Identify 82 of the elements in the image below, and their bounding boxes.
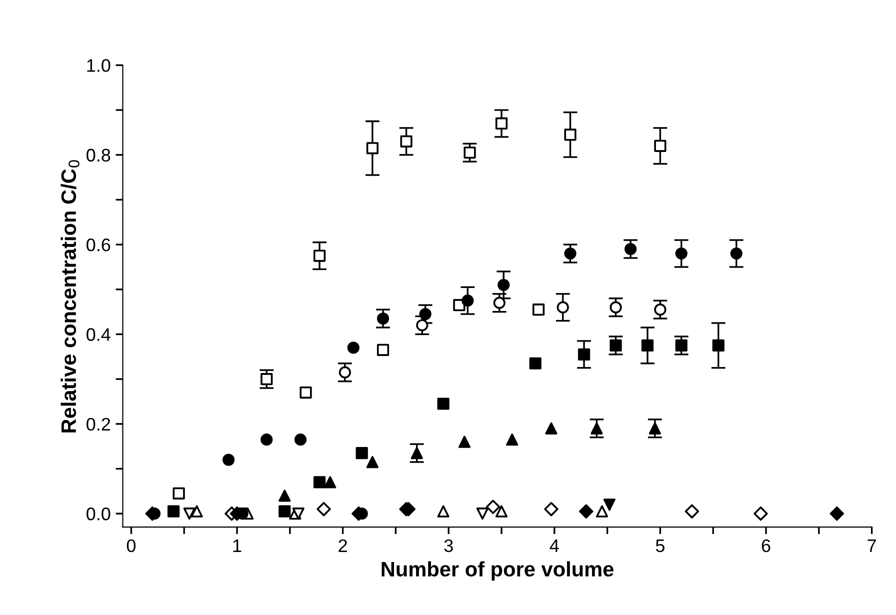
point [376, 312, 390, 325]
point [495, 117, 508, 130]
point [416, 319, 428, 332]
point [544, 502, 558, 516]
point [578, 348, 590, 360]
point [316, 502, 331, 516]
x-axis-title: Number of pore volume [382, 561, 614, 581]
point [624, 242, 637, 256]
point [498, 278, 510, 291]
point [641, 339, 654, 352]
point [506, 434, 518, 446]
point [183, 508, 196, 520]
point [590, 422, 603, 434]
point [654, 304, 666, 316]
point [556, 301, 569, 314]
point [172, 487, 185, 500]
point [399, 502, 414, 516]
point [278, 490, 291, 502]
point [675, 339, 688, 352]
point [830, 506, 844, 521]
point [313, 476, 326, 488]
point [529, 357, 542, 370]
x-tick-label: 4 [550, 540, 559, 552]
y-tick-label: 0.2 [86, 418, 110, 431]
point [222, 454, 235, 466]
point [356, 447, 368, 460]
point [292, 508, 304, 520]
point [712, 339, 724, 352]
point [545, 422, 558, 434]
point [596, 505, 608, 518]
point [419, 308, 432, 320]
point [338, 366, 351, 378]
point [324, 476, 336, 488]
point [190, 505, 203, 518]
point [464, 146, 476, 159]
y-tick-label: 0.4 [86, 328, 110, 341]
point [260, 373, 273, 386]
point [603, 498, 616, 511]
x-tick-label: 2 [338, 539, 347, 552]
point [376, 344, 390, 356]
point [458, 436, 471, 448]
point [675, 247, 688, 260]
point [564, 247, 576, 260]
point [564, 128, 576, 141]
point [462, 294, 474, 307]
x-tick-label: 0 [126, 539, 136, 552]
y-tick-label: 0.0 [86, 508, 110, 520]
point [684, 504, 700, 518]
point [730, 247, 742, 260]
x-tick-label: 7 [868, 540, 876, 552]
point [648, 422, 661, 434]
point [437, 505, 450, 518]
point [654, 140, 666, 152]
point [410, 447, 423, 460]
point [400, 135, 412, 148]
point [278, 505, 291, 518]
y-tick-label: 0.8 [86, 148, 110, 162]
point [294, 434, 307, 446]
y-axis-title: Relative concentration C/C$_{0}$ [60, 160, 80, 432]
y-tick-label: 0.6 [86, 238, 110, 252]
point [532, 304, 545, 316]
x-tick-label: 6 [762, 539, 770, 552]
y-tick-label: 1.0 [87, 59, 110, 72]
x-tick-label: 5 [656, 540, 664, 552]
point [300, 386, 312, 399]
point [313, 250, 326, 262]
point [476, 508, 489, 520]
x-tick-label: 3 [444, 539, 453, 552]
x-tick-label: 1 [233, 540, 242, 552]
point [610, 301, 622, 314]
point [754, 506, 768, 521]
point [579, 504, 594, 518]
point [366, 456, 378, 468]
point [493, 296, 506, 309]
point [366, 142, 378, 154]
point [167, 505, 180, 518]
point [260, 434, 273, 446]
point [610, 339, 622, 352]
point [437, 398, 450, 410]
point [495, 505, 508, 518]
point [347, 342, 360, 354]
point [486, 500, 500, 514]
